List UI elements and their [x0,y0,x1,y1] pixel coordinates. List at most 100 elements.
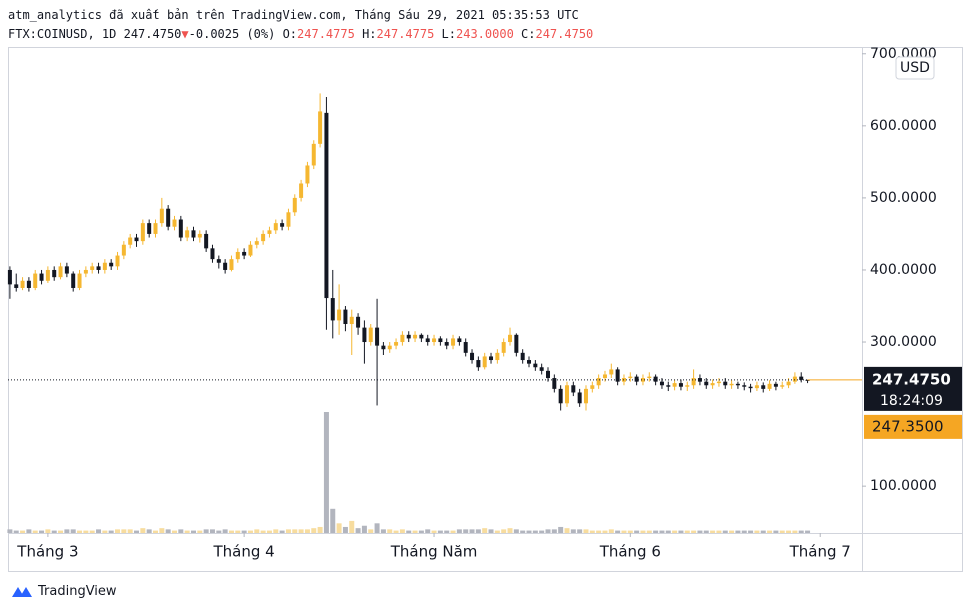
volume-bar [26,529,32,533]
candle-body [767,383,772,389]
candle-body [96,266,101,270]
volume-bar [228,530,234,533]
volume-bar [153,530,159,533]
volume-bar [292,529,298,533]
volume-bar [241,530,247,533]
o: 247.4775 [297,27,355,41]
volume-bar [108,530,114,533]
candle-body [343,309,348,325]
volume-bar [501,529,507,533]
volume-bar [121,529,127,533]
y-tick-label: 400.0000 [870,262,937,278]
symbol: FTX:COINUSD, 1D [8,27,117,41]
volume-bar [336,523,342,533]
o-label: O: [282,27,298,41]
volume-bar [488,529,494,533]
candle-body [362,327,367,343]
candle-body [653,376,658,382]
volume-bar [767,530,773,533]
volume-bar [703,530,709,533]
volume-bar [222,529,228,533]
candle-body [172,219,177,227]
volume-bar [678,530,684,533]
candle-body [204,233,209,249]
volume-bar [583,529,589,533]
volume-bar [748,530,754,533]
volume-bar [672,530,678,533]
volume-bar [482,528,488,533]
candle-body [527,360,532,364]
volume-bar [722,530,728,533]
candle-body [52,269,57,278]
volume-bar [45,529,51,533]
h: 247.4775 [376,27,435,41]
volume-bar [539,530,545,533]
volume-bar [260,530,266,533]
candle-body [634,376,639,382]
volume-bar [412,530,418,533]
volume-bar [621,530,627,533]
volume-bar [596,530,602,533]
candle-body [754,385,759,389]
volume-bar [247,530,253,533]
volume-bar [640,530,646,533]
volume-bar [754,530,760,533]
volume-bar [551,529,557,533]
l: 243.0000 [456,27,514,41]
candle-body [90,266,95,270]
volume-bar [171,530,177,533]
volume-bar [273,529,279,533]
c-label: C: [521,27,536,41]
candle-body [368,327,373,343]
candle-body [121,244,126,256]
candle-body [102,262,107,270]
candle-body [242,251,247,256]
candle-body [628,376,633,379]
candle-body [166,208,171,227]
volume-bar [58,530,64,533]
candle-body [14,284,19,288]
candle-body [761,385,766,389]
x-tick-label: Tháng Năm [390,543,478,561]
volume-bar [13,530,19,533]
volume-bar [349,520,355,533]
candle-body [324,112,329,299]
candle-body [128,237,133,245]
volume-bar [532,530,538,533]
volume-bar [216,530,222,533]
volume-bar [684,530,690,533]
candle-body [223,262,228,270]
volume-bar [311,528,317,533]
volume-bar [494,530,500,533]
volume-bar [463,529,469,533]
candle-body [640,378,645,382]
candle-body [602,374,607,379]
candle-body [216,259,221,263]
candle-body [685,385,690,387]
candle-body [20,280,25,288]
volume-bar [317,526,323,533]
candle-body [432,338,437,343]
y-tick-label: 600.0000 [870,118,937,134]
volume-bar [659,530,665,533]
candle-body [109,262,114,267]
candle-body [470,352,475,361]
volume-bar [197,530,203,533]
candle-body [71,273,76,288]
candle-body [337,309,342,321]
volume-bar [741,530,747,533]
candle-body [463,342,468,353]
volume-bar [577,529,583,533]
y-tick-label: 100.0000 [870,478,937,494]
x-tick-label: Tháng 3 [16,543,78,561]
volume-bar [665,530,671,533]
volume-bar [653,530,659,533]
volume-bar [235,530,241,533]
volume-bar [102,530,108,533]
volume-bar [399,529,405,533]
candle-body [596,378,601,386]
volume-bar [444,530,450,533]
volume-bar [558,526,564,533]
candle-body [45,269,50,281]
